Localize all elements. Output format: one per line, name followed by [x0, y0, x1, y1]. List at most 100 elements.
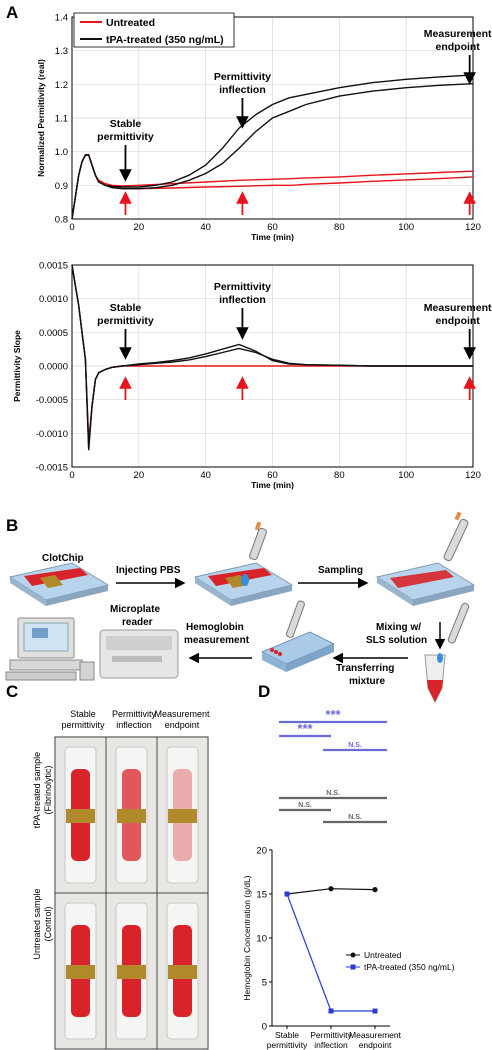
label-injecting-pbs: Injecting PBS	[116, 565, 181, 576]
series-line	[286, 893, 375, 1012]
computer-illustration	[5, 617, 95, 681]
x-tick-label: Stable	[275, 1030, 299, 1040]
panel-label-c: C	[6, 682, 18, 701]
y-tick-label: 1.2	[55, 80, 68, 91]
legend: Untreated tPA-treated (350 ng/mL)	[73, 12, 235, 48]
label-microplate-line1: Microplate	[110, 604, 160, 615]
label-mixing-line2: SLS solution	[366, 635, 427, 646]
x-tick-label: 60	[267, 222, 278, 233]
x-tick-label: Measurement	[349, 1030, 402, 1040]
label-clotchip: ClotChip	[42, 553, 84, 564]
photo-cell	[107, 738, 156, 892]
annotation-label: permittivity	[97, 131, 154, 143]
significance-label: N.S.	[326, 790, 340, 797]
y-tick-label: 1.1	[55, 114, 68, 125]
legend-label-tpa: tPA-treated (350 ng/mL)	[364, 962, 455, 972]
x-axis-label: Time (min)	[251, 232, 294, 242]
label-transferring-line1: Transferring	[336, 663, 394, 674]
x-tick-label: 100	[398, 470, 414, 481]
y-tick-label: 20	[256, 846, 267, 857]
y-tick-label: 0.0000	[39, 362, 68, 373]
panel-b-schematic: ClotChip Injecting PBS Sampling Mixing w…	[5, 511, 476, 704]
annotation-label: Measurement	[424, 28, 492, 40]
y-axis-label: Hemoglobin Concentration (g/dL)	[242, 875, 252, 1000]
annotation-label: permittivity	[97, 315, 154, 327]
x-tick-label: 100	[398, 222, 414, 233]
y-tick-label: 1.3	[55, 46, 68, 57]
annotation-label: Stable	[110, 118, 142, 130]
photo-cell	[158, 894, 207, 1048]
y-tick-label: 0.8	[55, 215, 68, 226]
label-hemoglobin-line1: Hemoglobin	[186, 622, 244, 633]
data-point	[284, 891, 290, 897]
x-tick-label: 60	[267, 470, 278, 481]
significance-label: N.S.	[348, 814, 362, 821]
significance-label: ***	[297, 721, 313, 736]
annotation-label: endpoint	[435, 315, 480, 327]
x-tick-label: 0	[69, 470, 74, 481]
electrode	[117, 809, 146, 823]
col-header-2-line2: inflection	[116, 720, 152, 730]
row-header-1-line2: (Fibrinolytic)	[43, 765, 53, 814]
col-header-1-line2: permittivity	[61, 720, 105, 730]
col-header-3-line1: Measurement	[154, 709, 210, 719]
x-tick-label: endpoint	[359, 1040, 392, 1050]
annotation-label: Measurement	[424, 302, 492, 314]
panel-label-d: D	[258, 682, 270, 701]
chip-injecting-illustration	[193, 521, 294, 606]
label-hemoglobin-line2: measurement	[184, 635, 250, 646]
label-mixing-line1: Mixing w/	[376, 622, 421, 633]
data-point	[372, 887, 378, 893]
row-header-2-line2: (Control)	[43, 906, 53, 941]
y-tick-label: 0.0015	[39, 261, 68, 272]
photo-cell	[56, 894, 105, 1048]
legend-label-untreated: Untreated	[106, 17, 155, 29]
electrode	[117, 965, 146, 979]
y-tick-label: -0.0005	[36, 395, 68, 406]
y-axis-label: Permittivity Slope	[12, 330, 22, 402]
label-transferring-line2: mixture	[349, 676, 386, 687]
chart-a-slope: 0 20 40 60 80 100 120 -0.0015 -0.0010 -0.0005 0.00…	[12, 261, 492, 491]
y-tick-label: 0.9	[55, 181, 68, 192]
chart-d-hemoglobin: 0 5 10 15 20 StablepermittivityPermittivityin…	[242, 707, 455, 1050]
annotation-label: inflection	[219, 294, 266, 306]
photo-cell	[107, 894, 156, 1048]
col-header-1-line1: Stable	[70, 709, 96, 719]
annotation-label: inflection	[219, 84, 266, 96]
x-tick-label: 40	[200, 470, 211, 481]
data-point	[328, 886, 334, 892]
y-tick-label: 1.0	[55, 147, 68, 158]
x-tick-label: 80	[334, 470, 345, 481]
plot-frame	[71, 16, 474, 220]
y-tick-label: -0.0015	[36, 463, 68, 474]
x-tick-label: inflection	[314, 1040, 348, 1050]
legend-box	[73, 12, 235, 48]
panel-label-a: A	[6, 3, 18, 22]
y-tick-label: 1.4	[55, 13, 68, 24]
y-tick-label: 0.0010	[39, 294, 68, 305]
y-tick-label: 10	[256, 934, 267, 945]
chip-sampling-illustration	[375, 511, 476, 606]
x-tick-label: 80	[334, 222, 345, 233]
tube-illustration	[424, 602, 470, 704]
x-axis-label: Time (min)	[251, 480, 294, 490]
annotation-label: Stable	[110, 302, 142, 314]
x-tick-label: 0	[69, 222, 74, 233]
x-tick-label: Permittivity	[310, 1030, 352, 1040]
chart-a-permittivity: 0 20 40 60 80 100 120 0.8 0.9 1.0 1.1 1.2 1.3 1.4 Time…	[36, 13, 492, 243]
significance-label: N.S.	[348, 742, 362, 749]
data-point	[372, 1008, 378, 1014]
y-axis-label: Normalized Permittivity (real)	[36, 59, 46, 177]
legend-label-untreated: Untreated	[364, 950, 402, 960]
electrode	[168, 809, 197, 823]
electrode	[66, 965, 95, 979]
electrode	[66, 809, 95, 823]
y-tick-label: 0	[262, 1022, 267, 1033]
annotation-label: Permittivity	[214, 71, 271, 83]
series-line	[71, 83, 474, 220]
annotation-label: endpoint	[435, 41, 480, 53]
microplate-reader-illustration	[99, 629, 179, 679]
x-tick-label: 20	[134, 470, 145, 481]
legend-label-tpa: tPA-treated (350 ng/mL)	[106, 34, 224, 46]
